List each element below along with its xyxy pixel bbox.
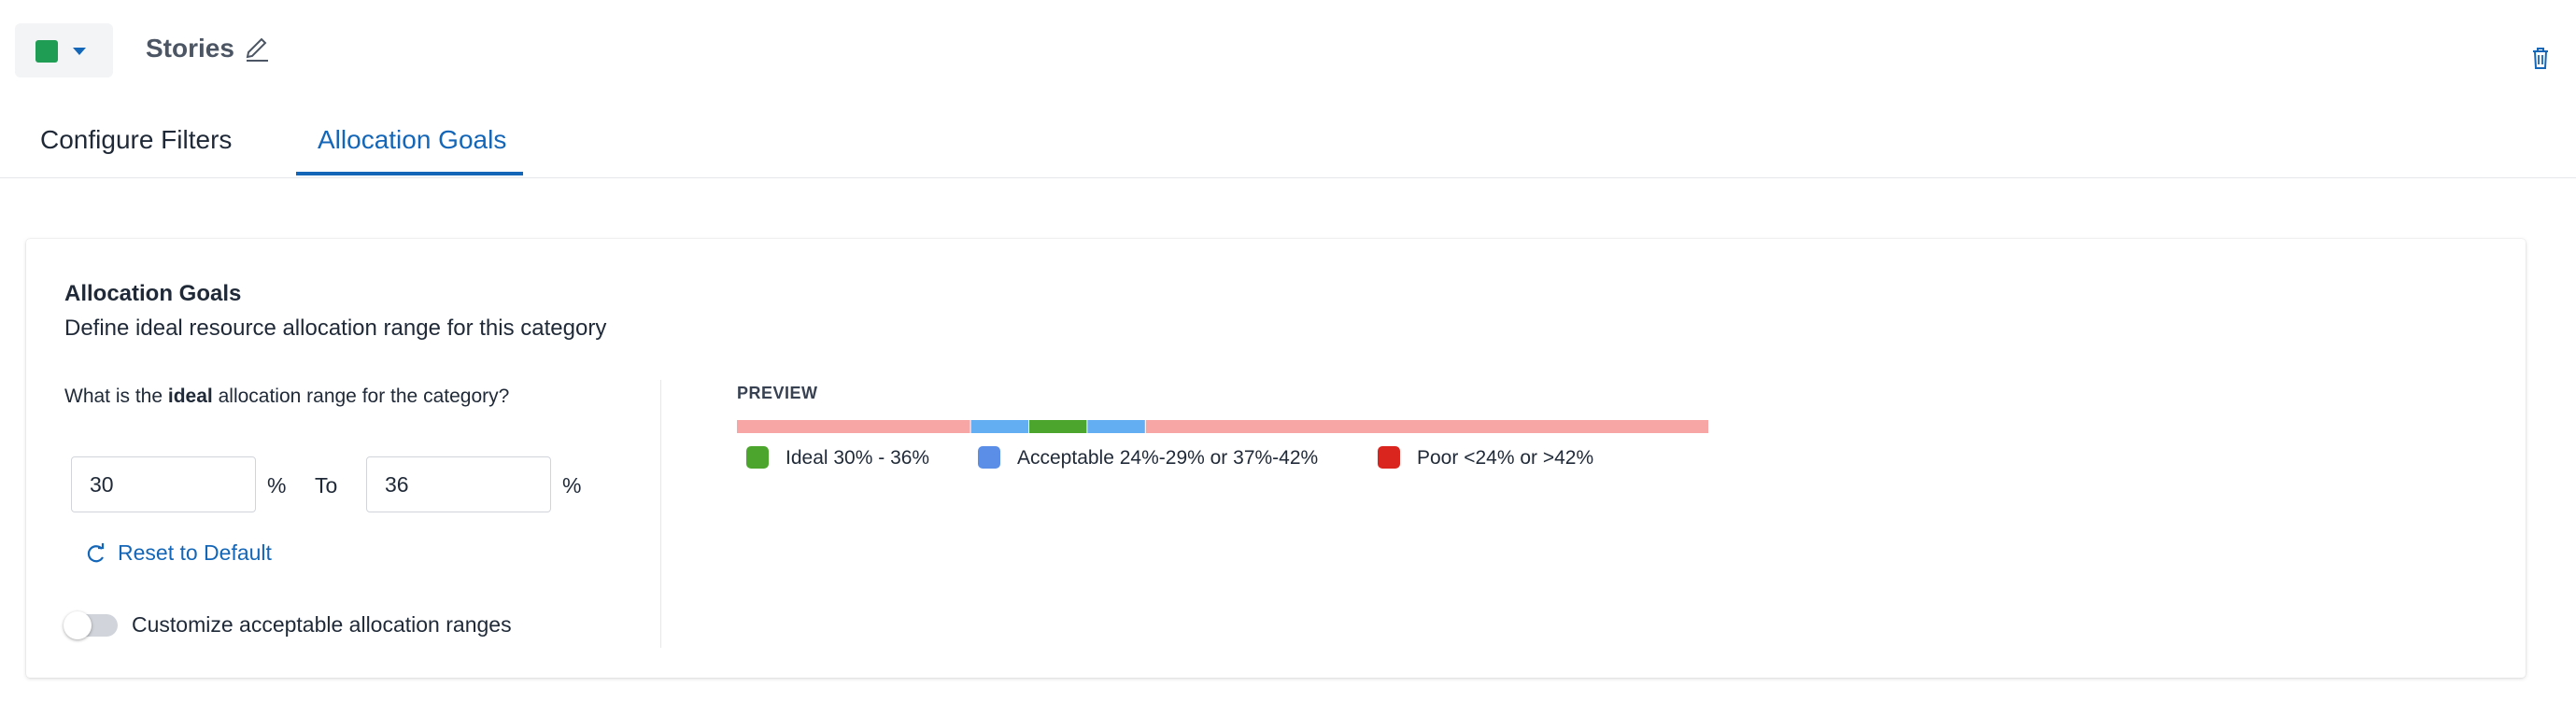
trash-icon[interactable] (2529, 45, 2552, 71)
preview-segment-poor (737, 420, 970, 433)
legend-label-poor: Poor <24% or >42% (1417, 447, 1594, 469)
percent-label: % (267, 473, 287, 498)
allocation-preview-bar (737, 420, 1708, 433)
preview-title: PREVIEW (737, 384, 818, 402)
tab-bar: Configure Filters Allocation Goals (0, 101, 2576, 178)
tab-configure-filters[interactable]: Configure Filters (40, 125, 233, 154)
question-suffix: allocation range for the category? (218, 386, 510, 407)
preview-segment-ideal (1029, 420, 1087, 433)
active-tab-indicator (296, 172, 523, 175)
tab-allocation-goals[interactable]: Allocation Goals (318, 125, 507, 154)
allocation-goals-card: Allocation Goals Define ideal resource a… (26, 239, 2526, 678)
customize-ranges-label: Customize acceptable allocation ranges (132, 612, 512, 637)
reset-label: Reset to Default (118, 540, 272, 565)
category-name: Stories (146, 34, 234, 63)
percent-label: % (562, 473, 582, 498)
reset-icon (87, 543, 105, 563)
legend-label-acceptable: Acceptable 24%-29% or 37%-42% (1017, 447, 1319, 469)
legend-label-ideal: Ideal 30% - 36% (786, 447, 930, 469)
category-header: Stories (0, 0, 2576, 101)
to-label: To (315, 473, 338, 498)
color-picker-button[interactable] (15, 23, 113, 77)
ideal-range-question: What is the ideal allocation range for t… (64, 386, 509, 408)
pencil-icon[interactable] (243, 32, 271, 63)
legend-swatch-acceptable (978, 446, 1000, 469)
toggle-knob (64, 611, 92, 639)
min-percent-input[interactable]: 30 (71, 456, 256, 512)
chevron-down-icon (73, 48, 86, 55)
card-subtitle: Define ideal resource allocation range f… (64, 315, 607, 341)
legend-swatch-ideal (746, 446, 769, 469)
question-prefix: What is the (64, 386, 163, 407)
legend-swatch-poor (1378, 446, 1400, 469)
customize-ranges-toggle[interactable] (64, 611, 118, 639)
section-divider (660, 380, 661, 648)
color-swatch (35, 40, 58, 63)
card-title: Allocation Goals (64, 281, 242, 306)
preview-segment-acceptable (970, 420, 1028, 433)
question-bold: ideal (167, 386, 213, 407)
preview-segment-acceptable (1087, 420, 1145, 433)
max-percent-input[interactable]: 36 (366, 456, 551, 512)
preview-segment-poor (1145, 420, 1708, 433)
